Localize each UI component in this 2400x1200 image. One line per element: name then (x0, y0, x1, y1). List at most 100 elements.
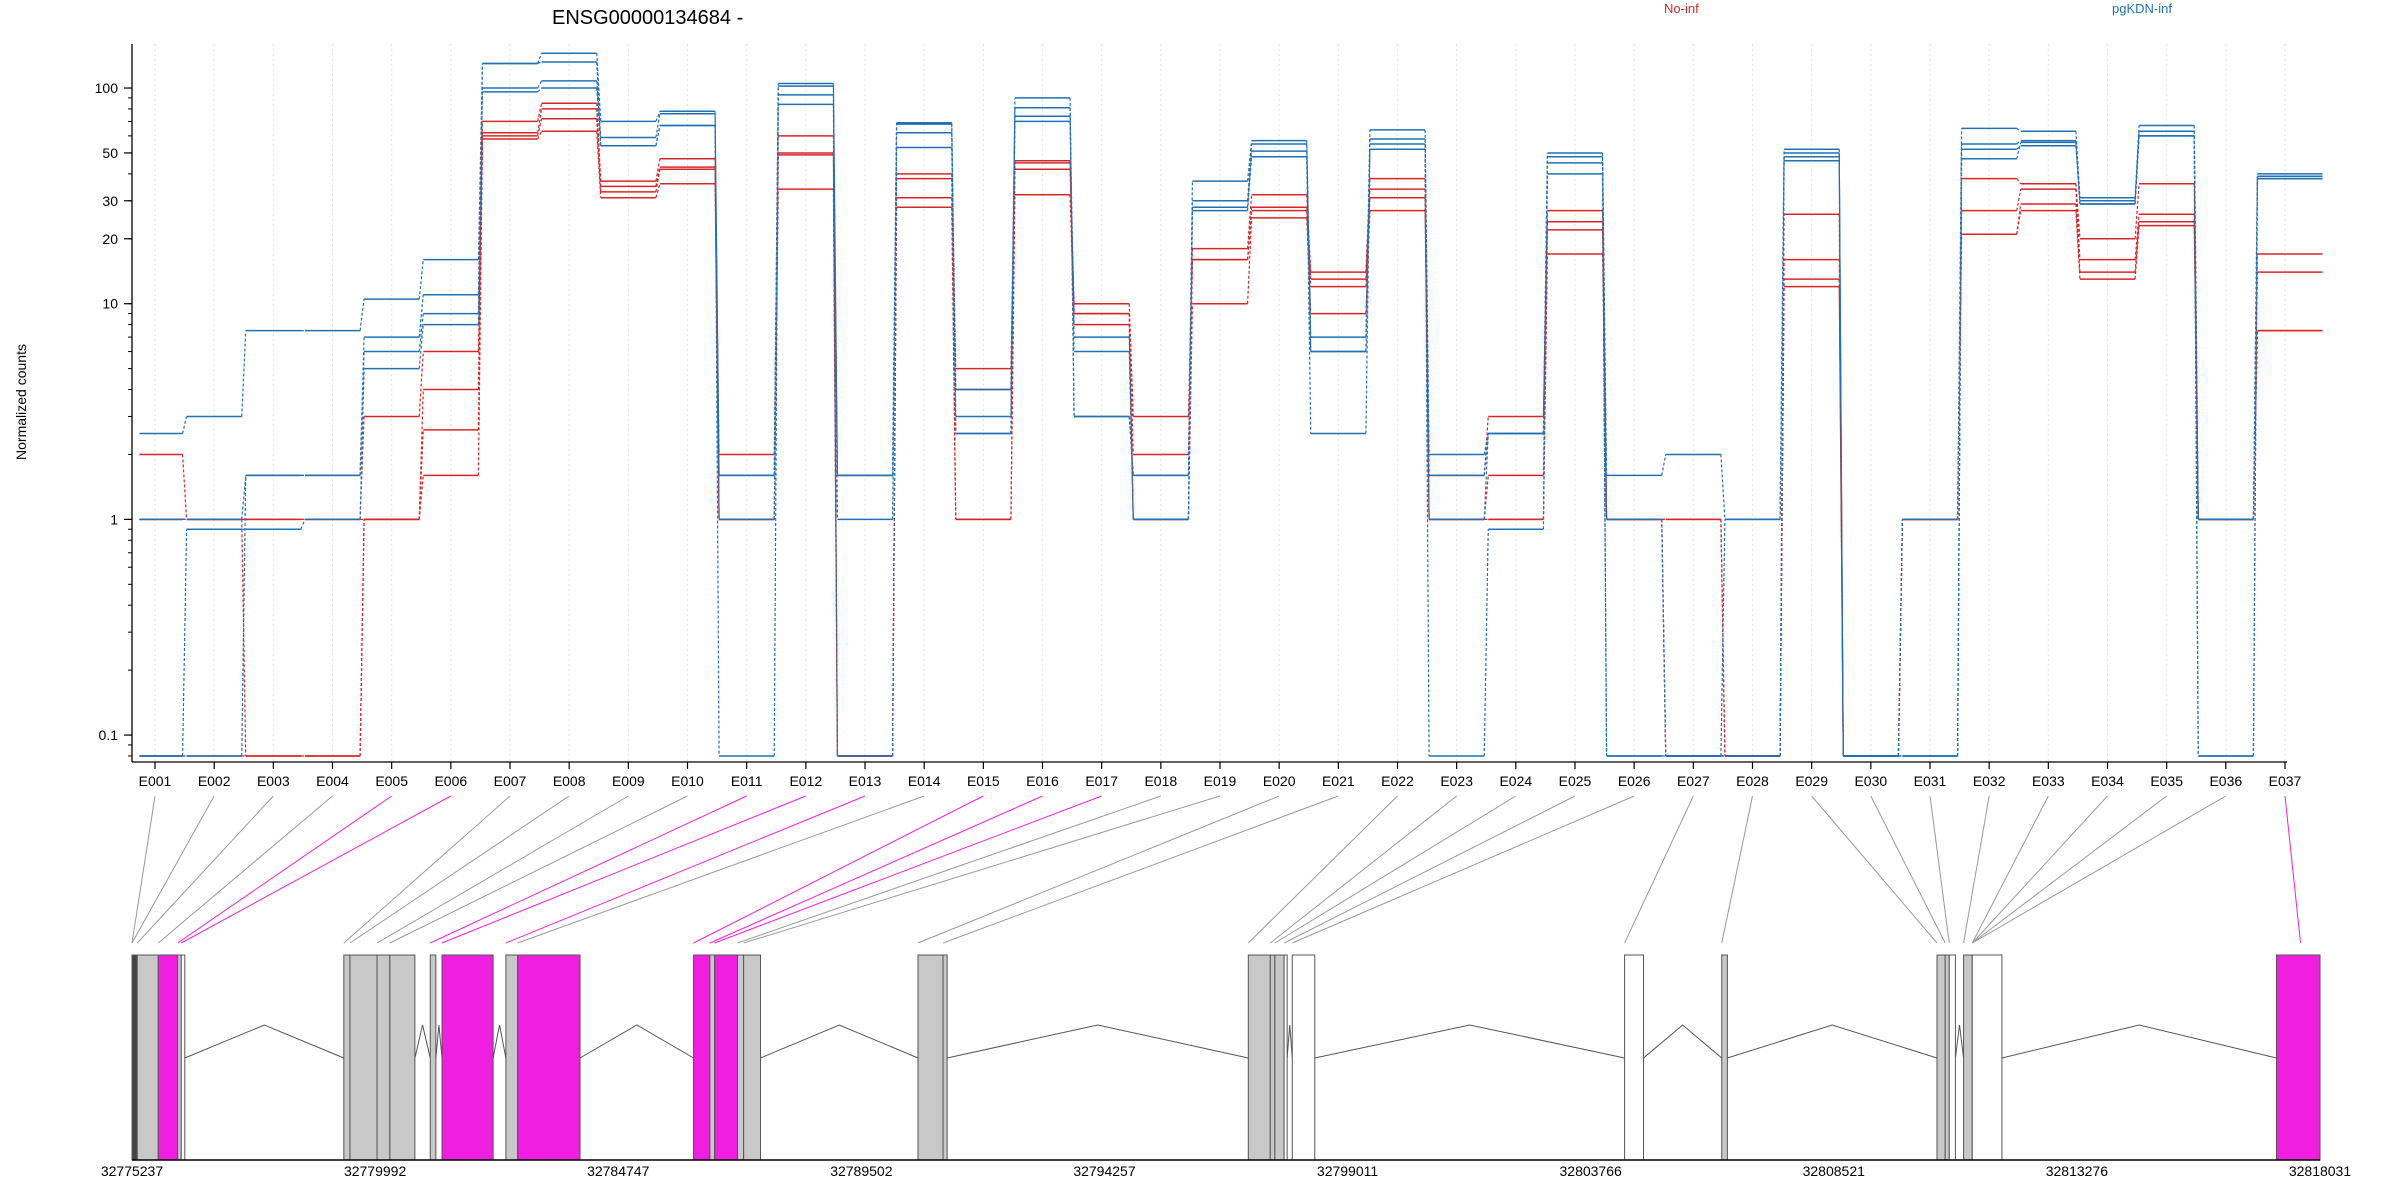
series-connector (1483, 433, 1489, 476)
exon-connector-E027 (1624, 795, 1694, 944)
exon-box (1948, 954, 1956, 1161)
series-connector (773, 104, 779, 520)
x-tick-label-E037: E037 (2269, 773, 2302, 789)
exon-box (517, 954, 581, 1161)
legend-label-pgkdn-inf: pgKDN-inf (2112, 1, 2172, 16)
series-connector (359, 519, 365, 756)
genomic-tick-label: 32813276 (2046, 1163, 2109, 1179)
exon-connector-E022 (1247, 795, 1398, 944)
exon-box (1269, 954, 1276, 1161)
x-tick-label-E035: E035 (2150, 773, 2183, 789)
series-connector (537, 87, 542, 93)
exon-connector-E009 (376, 795, 629, 944)
intron-line (1314, 1024, 1625, 1059)
series-connector (241, 519, 247, 756)
exon-box (157, 954, 179, 1161)
series-connector (241, 330, 247, 417)
series-connector (418, 259, 424, 300)
series-connector (300, 519, 306, 530)
series-connector (477, 132, 484, 390)
series-connector (714, 113, 720, 476)
exon-connector-E036 (1972, 795, 2227, 944)
genomic-tick-label: 32779992 (344, 1163, 407, 1179)
series-connector (1306, 151, 1312, 352)
exon-connector-E033 (1971, 795, 2049, 944)
exon-connector-E035 (1971, 795, 2167, 944)
x-tick-label-E032: E032 (1973, 773, 2006, 789)
x-tick-label-E002: E002 (198, 773, 231, 789)
genomic-tick-label: 32775237 (101, 1163, 164, 1179)
x-tick-label-E003: E003 (257, 773, 290, 789)
x-tick-label-E028: E028 (1736, 773, 1769, 789)
exon-connector-E030 (1870, 795, 1946, 944)
exon-box (714, 954, 739, 1161)
series-connector (1187, 210, 1194, 520)
series-connector (2134, 135, 2140, 205)
intron-line (1727, 1024, 1938, 1059)
x-tick-label-E031: E031 (1914, 773, 1947, 789)
series-connector (2075, 183, 2081, 239)
series-connector (1838, 160, 1844, 756)
genomic-tick-label: 32808521 (1803, 1163, 1866, 1179)
exon-box (1944, 954, 1950, 1161)
series-connector (1779, 286, 1785, 756)
exon-box (136, 954, 159, 1161)
series-connector (1010, 107, 1016, 417)
series-connector (655, 158, 661, 182)
x-tick-label-E034: E034 (2091, 773, 2124, 789)
y-tick-label: 0.1 (99, 727, 119, 743)
x-tick-label-E023: E023 (1440, 773, 1473, 789)
series-connector (1306, 156, 1312, 434)
exon-connector-E017 (714, 795, 1102, 944)
series-connector (181, 529, 188, 756)
series-connector (1601, 156, 1608, 520)
intron-line (2001, 1024, 2277, 1059)
exon-connector-E016 (709, 795, 1043, 944)
series-connector (477, 63, 484, 325)
exon-box (441, 954, 494, 1161)
exon-connector-E001 (131, 795, 156, 944)
series-connector (1779, 160, 1785, 756)
exon-box (1971, 954, 2003, 1161)
exon-connector-E004 (157, 795, 333, 944)
series-connector (1128, 313, 1134, 455)
series-connector (1246, 143, 1253, 201)
exon-connector-E018 (737, 795, 1161, 944)
series-connector (2016, 145, 2022, 150)
exon-box (1274, 954, 1285, 1161)
intron-line (947, 1024, 1249, 1059)
series-connector (2134, 214, 2140, 260)
series-connector (2016, 142, 2022, 159)
series-connector (596, 103, 602, 182)
exon-connector-E037 (2284, 795, 2302, 944)
intron-line (492, 1024, 507, 1059)
exon-box (743, 954, 762, 1161)
series-connector (1483, 529, 1489, 756)
intron-line (414, 1024, 431, 1059)
x-tick-label-E016: E016 (1026, 773, 1059, 789)
exon-box (1936, 954, 1946, 1161)
series-connector (2016, 188, 2022, 211)
exon-box (131, 954, 138, 1161)
chart-title: ENSG00000134684 - (552, 7, 743, 29)
series-connector (2016, 127, 2022, 132)
series-connector (1128, 351, 1134, 520)
exon-connector-E010 (389, 795, 688, 944)
exon-connector-E034 (1971, 795, 2108, 944)
y-tick-label: 100 (95, 80, 119, 96)
exon-connector-E031 (1929, 795, 1950, 944)
series-connector (891, 147, 898, 756)
legend-label-no-inf: No-inf (1664, 1, 1699, 16)
series-connector (1069, 194, 1075, 325)
exon-connector-E011 (430, 795, 747, 944)
y-tick-label: 1 (110, 511, 118, 527)
x-tick-label-E027: E027 (1677, 773, 1710, 789)
series-connector (832, 94, 839, 756)
series-connector (181, 454, 188, 520)
y-tick-label: 10 (102, 296, 118, 312)
exon-connector-E024 (1274, 795, 1517, 944)
exon-connector-E032 (1963, 795, 1990, 944)
series-connector (1720, 454, 1726, 520)
series-connector (359, 351, 365, 476)
